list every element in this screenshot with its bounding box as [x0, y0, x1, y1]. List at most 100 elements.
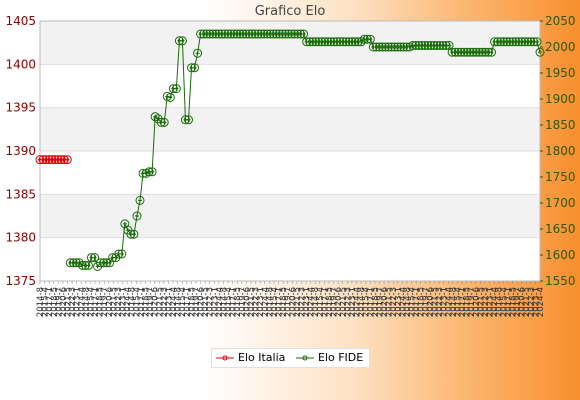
x-tick-label: 2021-5: [293, 287, 303, 317]
point-elo-fide: [105, 258, 115, 268]
point-elo-fide: [532, 37, 542, 47]
x-tick-label: 2014-8: [82, 287, 92, 317]
y-left-tick-label: 1375: [5, 274, 36, 288]
x-tick-label: 2021-5: [522, 287, 532, 317]
point-elo-fide: [74, 258, 84, 268]
x-tick-label: 2020-6: [518, 287, 528, 317]
point-elo-fide: [171, 84, 181, 94]
x-tick-label: 2018-5: [96, 287, 106, 317]
legend: Elo Italia Elo FIDE: [211, 348, 370, 368]
x-tick-label: 2019-7: [513, 287, 523, 317]
point-elo-fide: [535, 47, 545, 57]
x-tick-label: 2023-1: [302, 287, 312, 317]
x-tick-label: 2015-4: [408, 287, 418, 317]
point-elo-fide: [183, 115, 193, 125]
x-tick-label: 2021-5: [64, 287, 74, 317]
y-left-tick-label: 1395: [5, 101, 36, 115]
y-right-tick-label: 1850: [545, 118, 576, 132]
x-tick-label: 2015-4: [224, 287, 234, 317]
x-tick-label: 2021-5: [430, 287, 440, 317]
x-tick-label: 2021-5: [201, 287, 211, 317]
x-tick-label: 2014-8: [403, 287, 413, 317]
point-elo-fide: [90, 253, 100, 263]
x-tick-label: 2015-4: [316, 287, 326, 317]
x-tick-label: 2020-6: [288, 287, 298, 317]
x-tick-label: 2021-5: [155, 287, 165, 317]
x-tick-label: 2018-5: [233, 287, 243, 317]
point-elo-fide: [487, 47, 497, 57]
x-tick-label: 2018-5: [508, 287, 518, 317]
x-tick-label: 2020-6: [242, 287, 252, 317]
x-tick-label: 2022-3: [68, 287, 78, 317]
y-right-tick-label: 1600: [545, 248, 576, 262]
x-tick-label: 2022-3: [114, 287, 124, 317]
x-tick-label: 2024-4: [123, 287, 133, 317]
x-tick-label: 2014-8: [449, 287, 459, 317]
x-tick-label: 2017-1: [229, 287, 239, 317]
x-tick-label: 2017-1: [45, 287, 55, 317]
x-tick-label: 2020-6: [59, 287, 69, 317]
x-tick-label: 2024-4: [536, 287, 546, 317]
x-tick-label: 2019-7: [100, 287, 110, 317]
x-tick-label: 2018-5: [371, 287, 381, 317]
point-elo-fide: [193, 48, 203, 58]
x-tick-label: 2019-7: [284, 287, 294, 317]
y-right-tick-label: 1650: [545, 222, 576, 236]
x-tick-label: 2021-5: [109, 287, 119, 317]
x-tick-label: 2015-4: [178, 287, 188, 317]
x-tick-label: 2023-1: [348, 287, 358, 317]
x-tick-label: 2024-4: [490, 287, 500, 317]
x-tick-label: 2015-4: [86, 287, 96, 317]
y-left-tick-label: 1390: [5, 144, 36, 158]
x-tick-label: 2021-5: [339, 287, 349, 317]
x-tick-label: 2022-3: [297, 287, 307, 317]
legend-label-elo-italia: Elo Italia: [238, 351, 286, 364]
point-elo-fide: [147, 167, 157, 177]
x-tick-label: 2017-1: [320, 287, 330, 317]
x-tick-label: 2015-4: [270, 287, 280, 317]
y-right-tick-label: 1800: [545, 144, 576, 158]
x-tick-label: 2019-7: [375, 287, 385, 317]
x-tick-label: 2020-6: [426, 287, 436, 317]
x-tick-label: 2014-8: [174, 287, 184, 317]
x-tick-label: 2018-5: [417, 287, 427, 317]
x-tick-label: 2024-4: [398, 287, 408, 317]
x-tick-label: 2021-5: [476, 287, 486, 317]
x-tick-label: 2020-6: [151, 287, 161, 317]
x-tick-label: 2020-6: [334, 287, 344, 317]
x-tick-label: 2018-5: [50, 287, 60, 317]
x-tick-label: 2015-4: [132, 287, 142, 317]
x-tick-label: 2023-1: [210, 287, 220, 317]
point-elo-fide: [83, 260, 93, 270]
chart-title: Grafico Elo: [254, 4, 326, 19]
grid-band: [40, 107, 540, 151]
point-elo-fide: [150, 112, 160, 122]
point-elo-fide: [117, 249, 127, 259]
y-right-tick-label: 2000: [545, 40, 576, 54]
x-tick-label: 2018-5: [142, 287, 152, 317]
x-tick-label: 2024-4: [169, 287, 179, 317]
x-tick-label: 2023-1: [119, 287, 129, 317]
y-left-tick-label: 1380: [5, 231, 36, 245]
x-tick-label: 2019-7: [330, 287, 340, 317]
x-tick-label: 2018-5: [325, 287, 335, 317]
legend-marker-red-icon: [216, 355, 234, 361]
point-elo-fide: [177, 36, 187, 46]
point-elo-fide: [165, 92, 175, 102]
x-tick-label: 2020-6: [380, 287, 390, 317]
x-tick-label: 2017-1: [504, 287, 514, 317]
y-left-tick-label: 1400: [5, 57, 36, 71]
grid-band: [40, 194, 540, 238]
y-right-tick-label: 1900: [545, 92, 576, 106]
y-right-tick-label: 1950: [545, 66, 576, 80]
y-right-tick-label: 1750: [545, 170, 576, 184]
x-tick-label: 2015-4: [453, 287, 463, 317]
x-tick-label: 2019-7: [192, 287, 202, 317]
x-tick-label: 2018-5: [463, 287, 473, 317]
legend-label-elo-fide: Elo FIDE: [318, 351, 364, 364]
x-tick-label: 2022-3: [206, 287, 216, 317]
x-tick-label: 2014-8: [495, 287, 505, 317]
x-tick-label: 2014-8: [357, 287, 367, 317]
x-tick-label: 2024-4: [307, 287, 317, 317]
